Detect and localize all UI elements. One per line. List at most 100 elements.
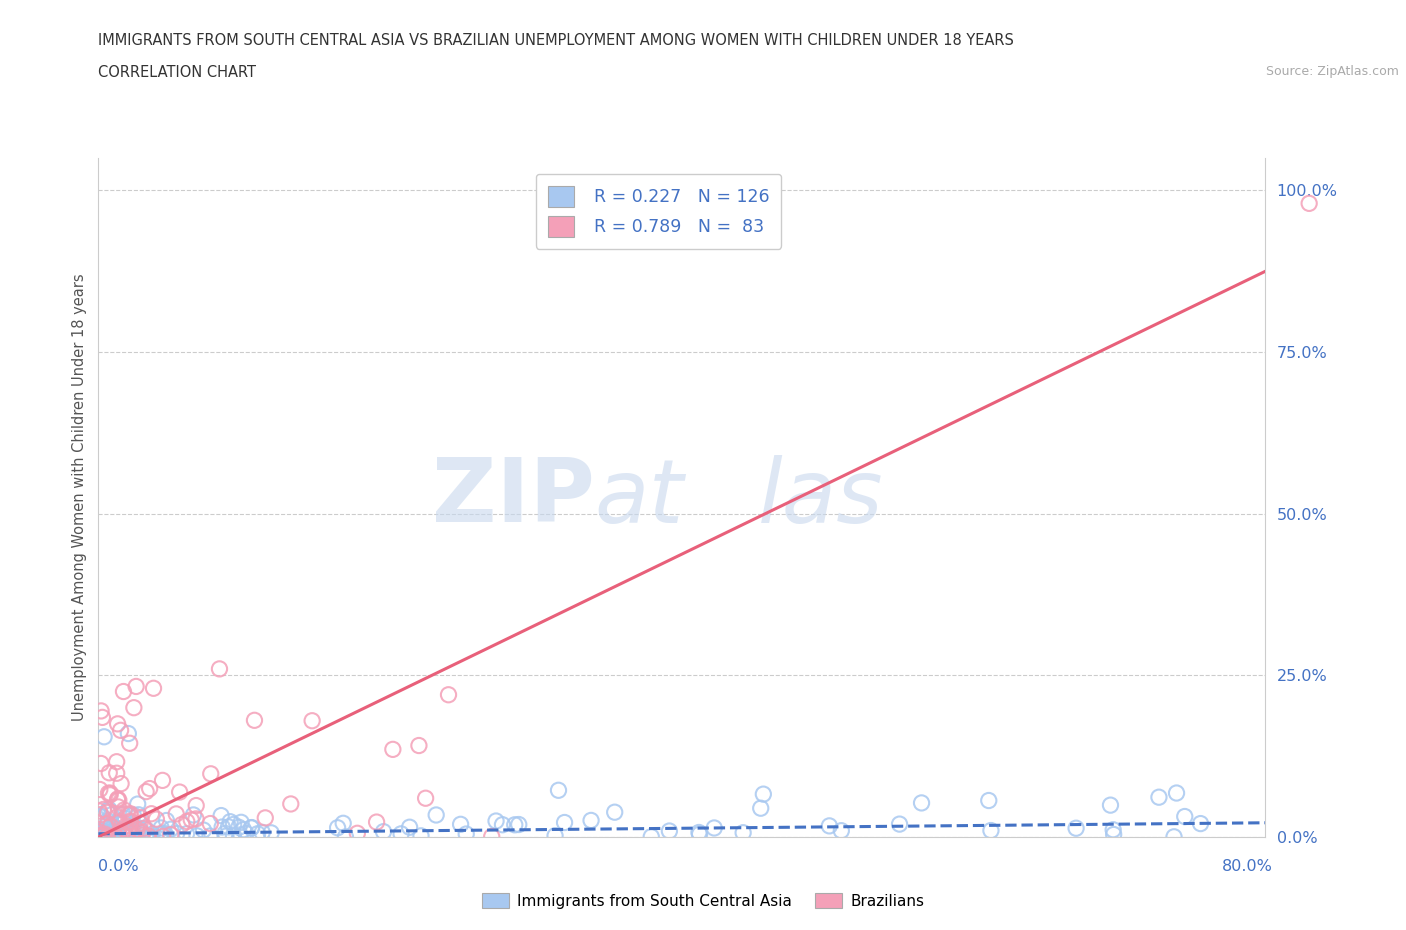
Point: [260, 826, 283, 841]
Point: [1189, 817, 1212, 831]
Text: las: las: [758, 455, 883, 540]
Point: [120, 814, 142, 829]
Point: [103, 830, 125, 844]
Point: [222, 817, 245, 832]
Point: [246, 826, 269, 841]
Point: [186, 829, 208, 844]
Point: [193, 823, 215, 838]
Point: [1102, 822, 1125, 837]
Point: [128, 821, 150, 836]
Point: [103, 830, 125, 844]
Point: [409, 829, 432, 844]
Point: [90, 703, 112, 718]
Point: [1147, 790, 1170, 804]
Point: [149, 827, 172, 842]
Point: [1163, 830, 1185, 844]
Point: [97, 817, 120, 831]
Point: [105, 754, 128, 769]
Point: [135, 822, 157, 837]
Point: [138, 829, 160, 844]
Point: [100, 821, 122, 836]
Point: [94, 827, 117, 842]
Point: [228, 820, 250, 835]
Point: [89, 828, 111, 843]
Point: [145, 830, 167, 844]
Point: [97, 786, 120, 801]
Point: [141, 806, 163, 821]
Point: [603, 804, 626, 819]
Point: [398, 819, 420, 834]
Point: [89, 830, 111, 844]
Point: [127, 797, 149, 812]
Point: [152, 773, 174, 788]
Point: [165, 806, 187, 821]
Point: [332, 816, 354, 830]
Point: [243, 713, 266, 728]
Point: [110, 723, 132, 737]
Point: [91, 824, 114, 839]
Point: [100, 807, 122, 822]
Point: [118, 807, 141, 822]
Point: [105, 810, 128, 825]
Point: [127, 827, 149, 842]
Point: [94, 825, 117, 840]
Point: [215, 829, 238, 844]
Point: [103, 822, 125, 837]
Point: [93, 729, 115, 744]
Text: 80.0%: 80.0%: [1222, 859, 1272, 874]
Point: [166, 826, 188, 841]
Point: [96, 804, 118, 819]
Point: [96, 828, 118, 843]
Point: [155, 828, 177, 843]
Point: [91, 802, 114, 817]
Point: [1099, 798, 1122, 813]
Point: [208, 661, 231, 676]
Point: [142, 681, 165, 696]
Point: [127, 824, 149, 839]
Point: [1298, 196, 1320, 211]
Point: [152, 826, 174, 841]
Point: [980, 823, 1002, 838]
Point: [108, 817, 131, 831]
Point: [301, 713, 323, 728]
Point: [110, 777, 132, 791]
Point: [231, 815, 253, 830]
Point: [120, 806, 142, 821]
Point: [138, 829, 160, 844]
Point: [108, 815, 131, 830]
Point: [114, 811, 136, 826]
Point: [977, 793, 1000, 808]
Point: [544, 829, 567, 844]
Point: [89, 782, 111, 797]
Point: [107, 791, 129, 806]
Text: at: at: [595, 455, 683, 540]
Point: [90, 807, 112, 822]
Point: [547, 783, 569, 798]
Point: [1102, 827, 1125, 842]
Point: [98, 786, 121, 801]
Text: IMMIGRANTS FROM SOUTH CENTRAL ASIA VS BRAZILIAN UNEMPLOYMENT AMONG WOMEN WITH CH: IMMIGRANTS FROM SOUTH CENTRAL ASIA VS BR…: [98, 33, 1014, 47]
Point: [503, 817, 526, 832]
Point: [145, 812, 167, 827]
Point: [131, 828, 153, 843]
Point: [1174, 809, 1197, 824]
Point: [114, 822, 136, 837]
Point: [200, 766, 222, 781]
Point: [96, 818, 118, 833]
Point: [889, 817, 911, 831]
Point: [120, 827, 142, 842]
Point: [128, 807, 150, 822]
Text: CORRELATION CHART: CORRELATION CHART: [98, 65, 256, 80]
Point: [159, 827, 181, 842]
Point: [209, 808, 232, 823]
Point: [125, 679, 148, 694]
Point: [96, 828, 118, 843]
Point: [122, 807, 145, 822]
Point: [117, 726, 139, 741]
Point: [910, 795, 932, 810]
Point: [111, 828, 134, 843]
Point: [366, 815, 388, 830]
Point: [1064, 821, 1087, 836]
Point: [200, 817, 222, 831]
Point: [240, 820, 263, 835]
